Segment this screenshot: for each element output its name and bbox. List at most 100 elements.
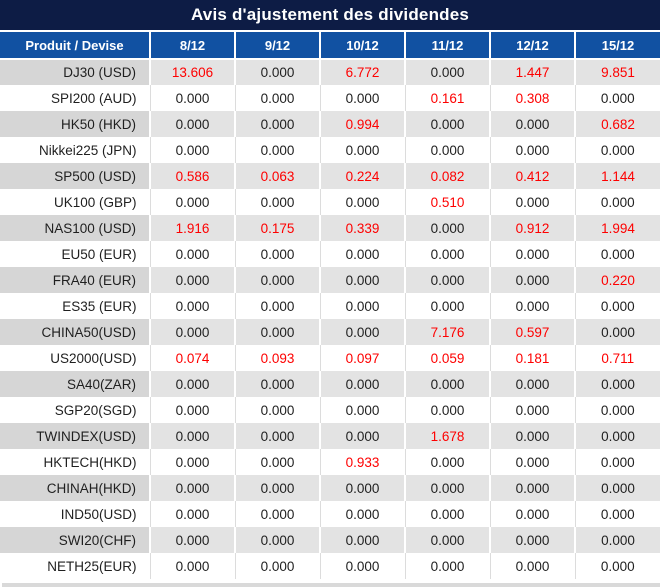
value-cell: 0.000 [235,137,321,163]
value-cell: 13.606 [150,59,236,85]
table-row: HKTECH(HKD) 0.000 0.000 0.933 0.000 0.000 0.00… [0,449,660,475]
value-cell: 0.000 [405,527,491,553]
value-cell: 0.000 [575,137,660,163]
value-cell: 0.000 [575,371,660,397]
value-cell: 0.000 [320,137,406,163]
table-row: HK50 (HKD) 0.000 0.000 0.994 0.000 0.000 0.682 [0,111,660,137]
value-cell: 0.181 [490,345,576,371]
value-cell: 0.063 [235,163,321,189]
value-cell: 0.000 [150,137,236,163]
value-cell: 0.000 [405,293,491,319]
value-cell: 0.000 [320,241,406,267]
value-cell: 0.161 [405,85,491,111]
value-cell: 0.000 [490,293,576,319]
product-cell: DJ30 (USD) [0,59,151,85]
value-cell: 0.000 [490,371,576,397]
value-cell: 0.000 [575,189,660,215]
value-cell: 1.144 [575,163,660,189]
column-header-date: 10/12 [320,32,406,60]
value-cell: 0.000 [405,553,491,579]
value-cell: 0.000 [405,397,491,423]
value-cell: 0.000 [235,449,321,475]
column-header-date: 8/12 [150,32,236,60]
value-cell: 0.097 [320,345,406,371]
value-cell: 1.916 [150,215,236,241]
product-cell: CHINAH(HKD) [0,475,151,501]
product-cell: UK100 (GBP) [0,189,151,215]
value-cell: 0.000 [150,85,236,111]
value-cell: 0.000 [150,267,236,293]
value-cell: 0.000 [320,267,406,293]
value-cell: 0.000 [150,293,236,319]
table-row: ES35 (EUR) 0.000 0.000 0.000 0.000 0.000 0.000 [0,293,660,319]
value-cell: 0.000 [320,85,406,111]
product-cell: TWINDEX(USD) [0,423,151,449]
value-cell: 6.772 [320,59,406,85]
value-cell: 7.176 [405,319,491,345]
value-cell: 0.000 [490,189,576,215]
value-cell: 0.000 [490,241,576,267]
value-cell: 0.000 [405,449,491,475]
value-cell: 0.000 [150,319,236,345]
value-cell: 0.000 [575,475,660,501]
product-cell: Nikkei225 (JPN) [0,137,151,163]
value-cell: 0.175 [235,215,321,241]
value-cell: 0.000 [405,215,491,241]
value-cell: 0.000 [150,371,236,397]
value-cell: 0.000 [235,423,321,449]
table-row: NAS100 (USD) 1.916 0.175 0.339 0.000 0.912 1.9… [0,215,660,241]
value-cell: 0.994 [320,111,406,137]
table-row: NETH25(EUR) 0.000 0.000 0.000 0.000 0.000 0.00… [0,553,660,579]
value-cell: 0.000 [235,527,321,553]
value-cell: 0.000 [320,423,406,449]
value-cell: 0.000 [490,397,576,423]
column-header-date: 15/12 [575,32,660,60]
value-cell: 0.000 [575,293,660,319]
value-cell: 0.000 [235,267,321,293]
value-cell: 0.000 [575,241,660,267]
value-cell: 0.000 [405,137,491,163]
value-cell: 0.093 [235,345,321,371]
table-body: DJ30 (USD) 13.606 0.000 6.772 0.000 1.447 9.85… [0,59,660,579]
value-cell: 0.000 [320,475,406,501]
value-cell: 0.000 [235,189,321,215]
table-row: CHINA50(USD) 0.000 0.000 0.000 7.176 0.597 0.0… [0,319,660,345]
value-cell: 0.597 [490,319,576,345]
header-row: Produit / Devise 8/12 9/12 10/12 11/12 12/12 1… [0,32,660,60]
value-cell: 0.000 [320,293,406,319]
value-cell: 0.000 [405,371,491,397]
value-cell: 0.933 [320,449,406,475]
value-cell: 9.851 [575,59,660,85]
value-cell: 0.000 [405,111,491,137]
value-cell: 0.000 [235,475,321,501]
product-cell: IND50(USD) [0,501,151,527]
table-row: SPI200 (AUD) 0.000 0.000 0.000 0.161 0.308 0.0… [0,85,660,111]
table-row: EU50 (EUR) 0.000 0.000 0.000 0.000 0.000 0.000 [0,241,660,267]
table-row: SWI20(CHF) 0.000 0.000 0.000 0.000 0.000 0.000 [0,527,660,553]
value-cell: 0.000 [405,267,491,293]
table-row: SGP20(SGD) 0.000 0.000 0.000 0.000 0.000 0.000 [0,397,660,423]
value-cell: 1.994 [575,215,660,241]
product-cell: CHINA50(USD) [0,319,151,345]
value-cell: 0.082 [405,163,491,189]
product-cell: SA40(ZAR) [0,371,151,397]
product-cell: HKTECH(HKD) [0,449,151,475]
product-cell: SP500 (USD) [0,163,151,189]
value-cell: 1.447 [490,59,576,85]
value-cell: 1.678 [405,423,491,449]
value-cell: 0.000 [235,111,321,137]
value-cell: 0.224 [320,163,406,189]
product-cell: SGP20(SGD) [0,397,151,423]
bottom-strip [2,583,660,587]
value-cell: 0.000 [150,397,236,423]
value-cell: 0.000 [490,501,576,527]
value-cell: 0.000 [150,527,236,553]
value-cell: 0.000 [150,475,236,501]
value-cell: 0.412 [490,163,576,189]
product-cell: SPI200 (AUD) [0,85,151,111]
product-cell: HK50 (HKD) [0,111,151,137]
value-cell: 0.000 [235,293,321,319]
table-row: UK100 (GBP) 0.000 0.000 0.000 0.510 0.000 0.00… [0,189,660,215]
table-row: IND50(USD) 0.000 0.000 0.000 0.000 0.000 0.000 [0,501,660,527]
value-cell: 0.000 [405,501,491,527]
